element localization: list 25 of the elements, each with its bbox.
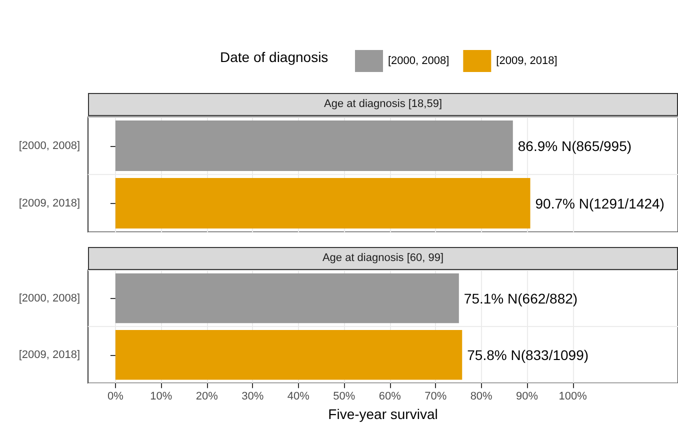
y-tick-label: [2000, 2008]: [18, 292, 80, 304]
data-label: 75.8% N(833/1099): [467, 346, 589, 363]
x-tick-label: 70%: [424, 390, 447, 403]
x-axis-title: Five-year survival: [328, 406, 438, 422]
x-tick-label: 40%: [287, 390, 310, 403]
data-label: 90.7% N(1291/1424): [535, 195, 664, 212]
x-tick-label: 50%: [333, 390, 356, 403]
y-tick-label: [2009, 2018]: [18, 348, 80, 361]
data-label: 75.1% N(662/882): [464, 290, 578, 306]
x-tick-label: 30%: [242, 390, 264, 403]
chart-title: Age at diagnosis [18,59]: [88, 93, 678, 116]
x-tick-label: 90%: [516, 390, 538, 403]
x-tick-label: 60%: [378, 390, 402, 403]
x-tick-label: 20%: [196, 390, 218, 403]
legend-label: [2009, 2018]: [496, 55, 558, 67]
x-tick-label: 10%: [150, 390, 172, 403]
x-tick-label: 0%: [107, 390, 124, 403]
data-label: 86.9% N(865/995): [518, 138, 632, 154]
x-tick-label: 100%: [558, 390, 588, 403]
x-tick-label: 80%: [470, 390, 493, 403]
legend-title: Date of diagnosis: [220, 49, 328, 65]
y-tick-label: [2000, 2008]: [18, 140, 80, 152]
legend-label: [2000, 2008]: [388, 55, 450, 67]
y-tick-label: [2009, 2018]: [18, 197, 80, 210]
chart-title: Age at diagnosis [60, 99]: [88, 247, 678, 270]
